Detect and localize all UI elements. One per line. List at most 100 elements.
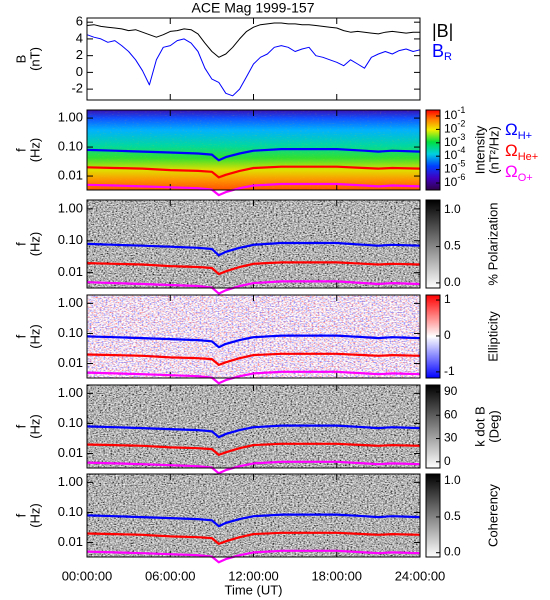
colorbar xyxy=(425,294,441,379)
y-tick-label: 1.00 xyxy=(58,474,83,489)
y-tick-label: 0 xyxy=(76,64,83,79)
colorbar-tick-label-base: 1.0 xyxy=(444,202,461,216)
colorbar-tick-label-base: 0.5 xyxy=(444,509,461,523)
y-axis-label: (Hz) xyxy=(27,232,42,257)
colorbar-tick-label-exp: -5 xyxy=(457,159,465,169)
series-line xyxy=(86,531,421,545)
colorbar xyxy=(425,384,441,469)
y-tick-label: 1.00 xyxy=(58,385,83,400)
legend-entry: ΩO+ xyxy=(505,162,533,183)
colorbar-tick-label-base: 0.0 xyxy=(444,545,461,559)
colorbar xyxy=(425,199,441,289)
y-tick-label: 0.10 xyxy=(58,325,83,340)
series-line xyxy=(86,165,421,179)
y-tick-label: 1.00 xyxy=(58,295,83,310)
y-tick-label: 0.01 xyxy=(58,264,83,279)
y-tick-label: 0.10 xyxy=(58,138,83,153)
colorbar-tick-label: 1 xyxy=(444,292,451,306)
colorbar-tick-label: 0 xyxy=(444,328,451,342)
colorbar-tick-label-base: 1.0 xyxy=(444,473,461,487)
y-tick-label: -2 xyxy=(71,81,83,96)
colorbar-tick-label: 10-6 xyxy=(444,172,465,189)
colorbar-tick-label: 0.0 xyxy=(444,275,461,289)
colorbar-tick-label-exp: -4 xyxy=(457,146,465,156)
series-line xyxy=(86,549,421,564)
legend-entry-sub: He+ xyxy=(518,151,539,163)
colorbar-tick-label: 10-2 xyxy=(444,119,465,136)
y-tick-label: 6 xyxy=(76,14,83,29)
colorbar-tick-label-exp: -2 xyxy=(457,119,465,129)
y-axis-label: f xyxy=(13,334,28,338)
legend-entry: BR xyxy=(432,41,452,63)
x-tick-label: 18:00:00 xyxy=(311,568,362,583)
y-tick-label: 2 xyxy=(76,47,83,62)
x-tick-label: 12:00:00 xyxy=(228,568,279,583)
y-axis-label: f xyxy=(13,148,28,152)
colorbar-tick-label: 0.5 xyxy=(444,509,461,523)
colorbar-label: (Deg) xyxy=(486,410,501,443)
colorbar-tick-label-base: 90 xyxy=(444,384,458,398)
x-tick-label: 00:00:00 xyxy=(62,568,113,583)
legend-entry-sub: R xyxy=(444,51,452,63)
y-tick-label: 1.00 xyxy=(58,200,83,215)
plot-frame xyxy=(86,17,421,101)
plot-frame xyxy=(86,294,421,379)
series-line xyxy=(86,22,420,58)
legend-entry-main: Ω xyxy=(505,141,518,160)
colorbar-label: Coherency xyxy=(485,484,500,547)
colorbar-tick-label-exp: -6 xyxy=(457,172,465,182)
colorbar-tick-label: 0.5 xyxy=(444,239,461,253)
colorbar-label: Intensity xyxy=(472,125,487,174)
series-line xyxy=(86,241,421,257)
plot-frame xyxy=(86,199,421,289)
colorbar-tick-label-base: 0.5 xyxy=(444,239,461,253)
colorbar-tick-label-base: 0 xyxy=(444,328,451,342)
y-axis-label: f xyxy=(13,242,28,246)
colorbar-tick-label-base: 0.0 xyxy=(444,275,461,289)
colorbar-tick-label-base: 10 xyxy=(444,135,458,149)
series-line xyxy=(86,334,421,349)
colorbar-tick-label: 10-4 xyxy=(444,146,465,163)
colorbar-tick-label-base: 0 xyxy=(444,454,451,468)
legend-entry-main: |B| xyxy=(432,21,453,41)
y-axis-label: f xyxy=(13,424,28,428)
y-tick-label: 0.01 xyxy=(58,355,83,370)
x-tick-label: 06:00:00 xyxy=(145,568,196,583)
legend-entry-main: Ω xyxy=(505,162,518,181)
series-line xyxy=(86,424,421,439)
colorbar-tick-label: 10-5 xyxy=(444,159,465,176)
y-tick-label: 0.10 xyxy=(58,232,83,247)
colorbar-tick-label: 30 xyxy=(444,431,458,445)
y-tick-label: 0.01 xyxy=(58,167,83,182)
x-axis-label: Time (UT) xyxy=(224,582,282,597)
colorbar-label: Ellipticity xyxy=(485,311,500,362)
legend-entry-main: Ω xyxy=(505,120,518,139)
colorbar-tick-label: 1.0 xyxy=(444,473,461,487)
colorbar-tick-label-base: 60 xyxy=(444,407,458,421)
colorbar-tick-label: 10-1 xyxy=(444,105,465,122)
legend-entry: ΩH+ xyxy=(505,120,532,141)
y-tick-label: 4 xyxy=(76,30,83,45)
legend-entry: ΩHe+ xyxy=(505,141,538,162)
colorbar xyxy=(425,473,441,558)
y-axis-label: (nT) xyxy=(27,47,42,71)
y-axis-label: (Hz) xyxy=(27,324,42,349)
legend-entry-sub: H+ xyxy=(518,130,532,142)
colorbar-tick-label: 1.0 xyxy=(444,202,461,216)
series-line xyxy=(86,261,421,276)
legend-entry: |B| xyxy=(432,21,453,41)
colorbar-tick-label-exp: -3 xyxy=(457,132,465,142)
colorbar-label: % Polarization xyxy=(485,202,500,285)
colorbar-tick-label: 0 xyxy=(444,454,451,468)
legend-entry-sub: O+ xyxy=(518,172,533,184)
y-axis-label: f xyxy=(13,513,28,517)
series-line xyxy=(86,370,421,385)
colorbar-label: k dot B xyxy=(472,406,487,446)
x-tick-label: 24:00:00 xyxy=(395,568,446,583)
series-line xyxy=(86,280,421,295)
series-line xyxy=(86,182,421,197)
series-line xyxy=(86,352,421,366)
legend-entry-main: B xyxy=(432,41,444,61)
plot-frame xyxy=(86,109,421,191)
